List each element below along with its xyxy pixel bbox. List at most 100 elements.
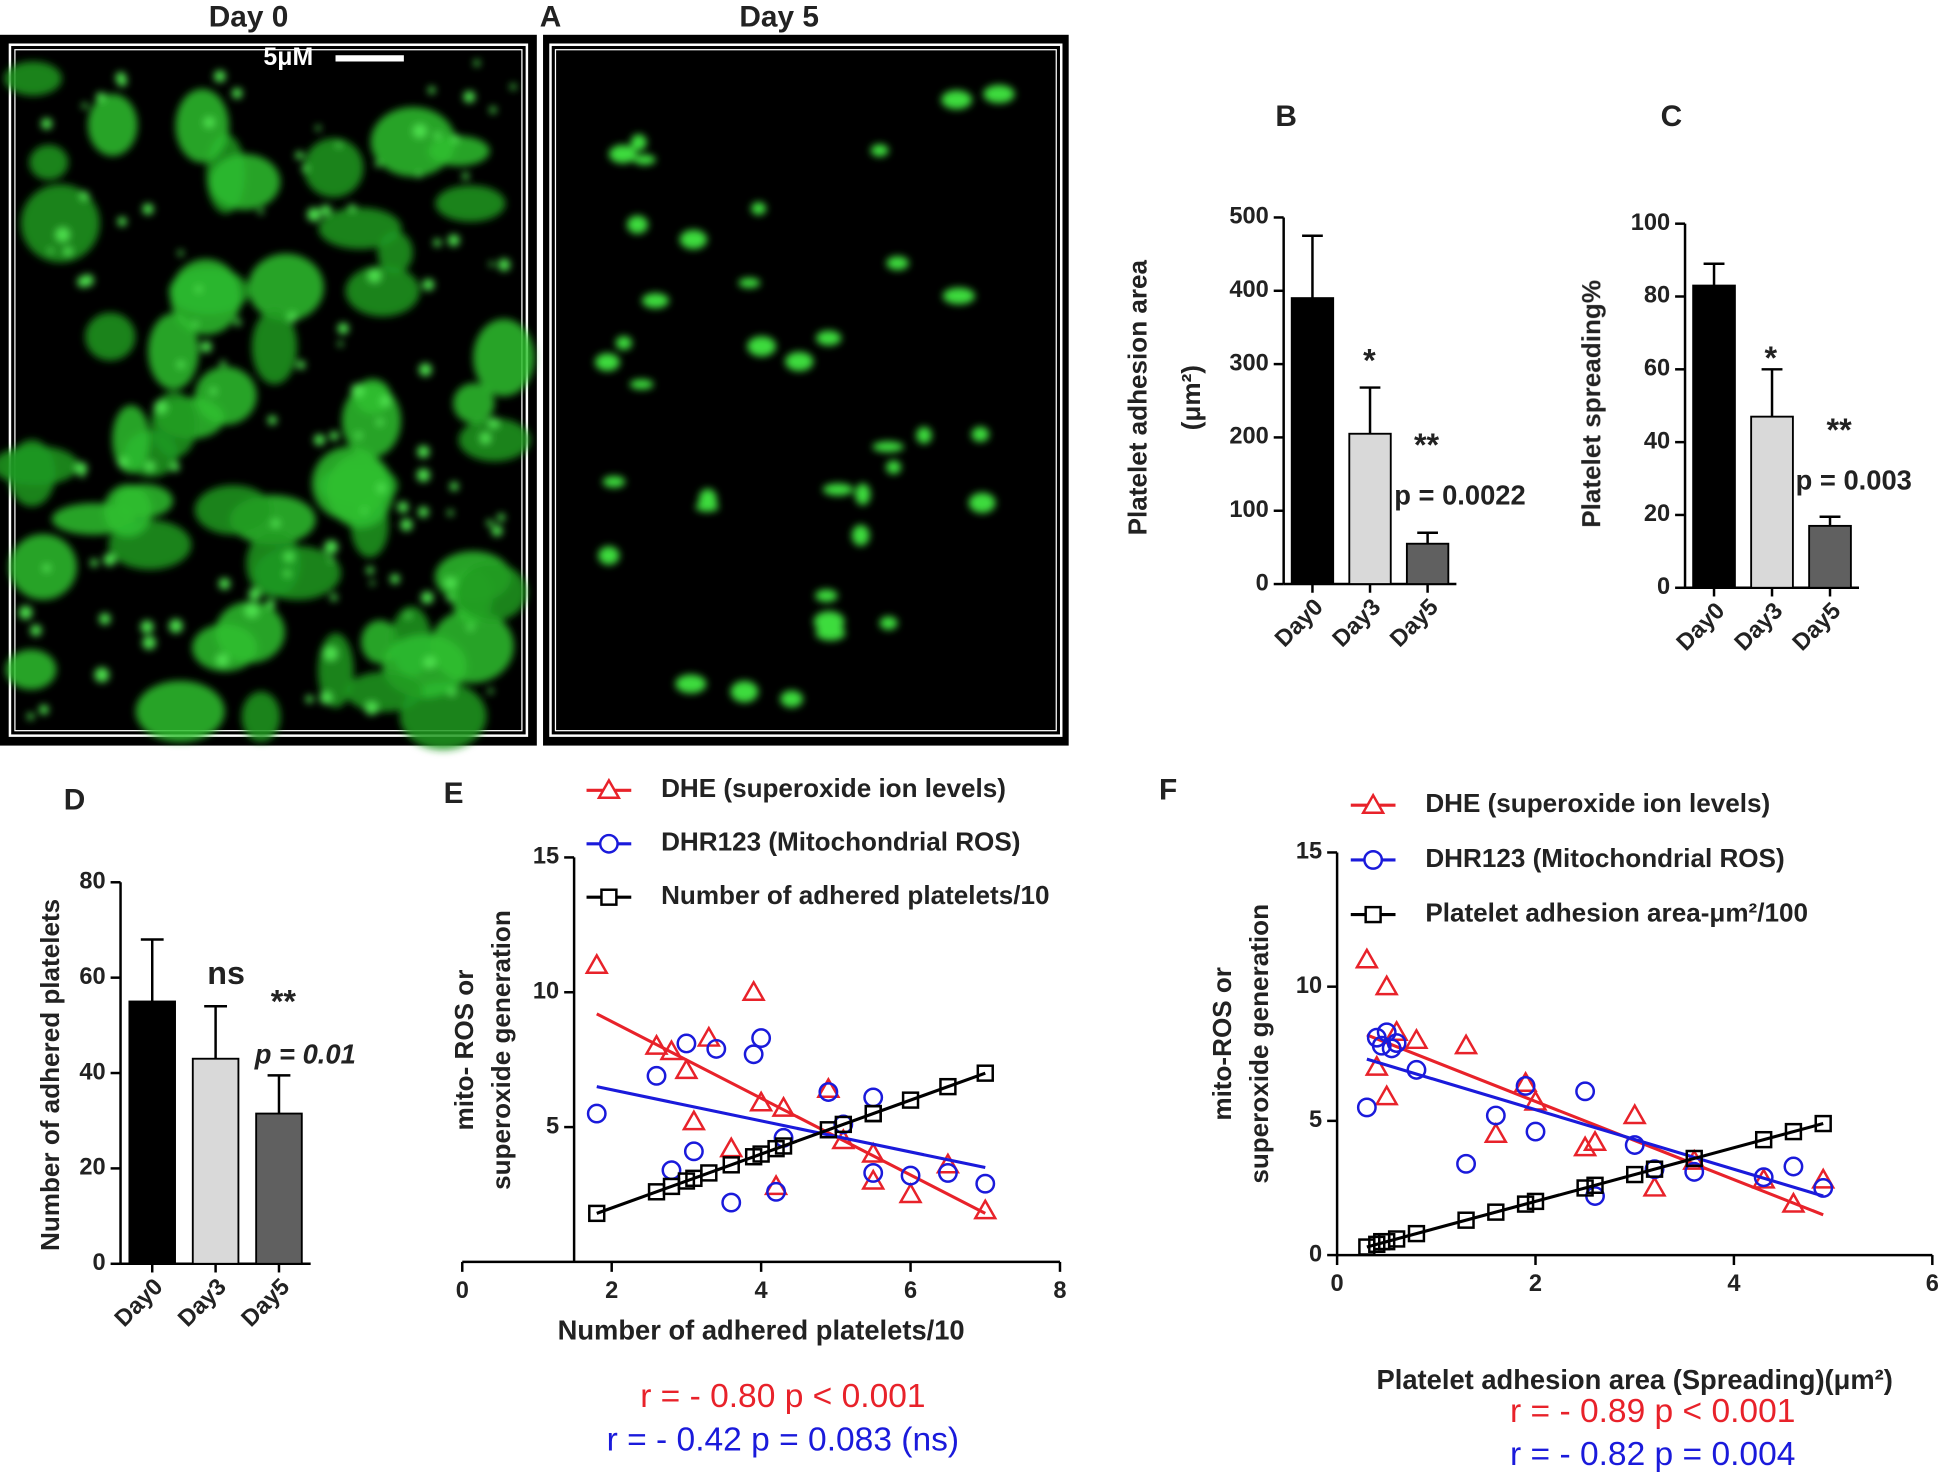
speck (117, 456, 129, 468)
y-tick-label: 80 (1644, 283, 1670, 309)
point (1684, 1161, 1705, 1182)
speck (142, 203, 154, 215)
y-tick-label: 100 (1229, 497, 1268, 523)
platelet (730, 680, 759, 703)
y-tick-label: 300 (1229, 350, 1268, 376)
point (1457, 1211, 1475, 1229)
speck (63, 246, 73, 256)
point (659, 1039, 684, 1061)
statistics: r = - 0.89 p < 0.001 (1510, 1393, 1795, 1430)
speck (337, 322, 349, 335)
speck (479, 432, 491, 444)
speck (497, 513, 506, 522)
trend-line (596, 1085, 986, 1170)
point (1525, 1121, 1546, 1142)
cell (209, 154, 281, 210)
point (1386, 1033, 1407, 1053)
legend-marker (1363, 849, 1384, 870)
bar (191, 1057, 240, 1265)
point (774, 1137, 793, 1155)
legend-label: Number of adhered platelets/10 (661, 880, 1049, 910)
speck (176, 360, 185, 369)
point (973, 1198, 998, 1220)
point (898, 1182, 923, 1204)
bar (128, 1000, 176, 1265)
point (1642, 1175, 1667, 1197)
platelet (916, 426, 932, 444)
speck (140, 620, 154, 634)
y-axis-label: Platelet spreading% (1576, 280, 1606, 528)
legend-label: DHE (superoxide ion levels) (1425, 788, 1770, 818)
speck (307, 207, 321, 222)
speck (375, 160, 382, 168)
platelet (886, 460, 902, 474)
cell (453, 383, 495, 424)
cell (170, 259, 242, 335)
speck (487, 688, 494, 694)
speck (467, 623, 474, 631)
speck (328, 557, 334, 563)
micrograph (0, 59, 1015, 750)
speck (350, 383, 365, 398)
speck (192, 321, 199, 328)
y-axis-label: Number of adhered platelets (35, 899, 65, 1251)
speck (379, 395, 392, 407)
platelet (595, 353, 620, 372)
cell (20, 184, 100, 263)
x-tick-label: 0 (456, 1278, 469, 1304)
speck (489, 106, 497, 114)
image-border (554, 49, 1057, 732)
speck (320, 204, 332, 216)
speck (417, 506, 429, 518)
speck (497, 258, 511, 272)
point (771, 1095, 796, 1117)
y-tick-label: 5 (546, 1113, 559, 1139)
platelet (971, 426, 990, 442)
trend-line (1366, 1057, 1824, 1198)
legend-label: Platelet adhesion area-μm²/100 (1425, 897, 1808, 927)
point (1404, 1027, 1429, 1050)
platelet (615, 336, 632, 350)
statistics: r = - 0.80 p < 0.001 (640, 1378, 925, 1415)
point (1624, 1135, 1645, 1155)
point (937, 1162, 958, 1183)
point (586, 1103, 607, 1124)
legend-marker (600, 888, 618, 906)
platelet (870, 144, 889, 157)
point (646, 1065, 667, 1086)
speck (103, 553, 116, 566)
point (1811, 1167, 1836, 1189)
cell (87, 94, 138, 156)
speck (231, 87, 243, 99)
point (661, 1160, 682, 1181)
cell (175, 88, 230, 163)
cell (4, 61, 62, 96)
speck (447, 509, 454, 516)
platelet (785, 351, 814, 372)
x-tick-label: Day0 (1270, 594, 1328, 652)
speck (473, 59, 481, 67)
cell (303, 138, 364, 198)
point (900, 1165, 921, 1186)
speck (203, 116, 215, 128)
platelet (816, 330, 842, 346)
y-tick-label: 20 (1644, 501, 1670, 527)
cell (370, 107, 456, 177)
annotation: ** (271, 984, 297, 1020)
speck (144, 461, 156, 472)
cell (435, 185, 506, 222)
speck (336, 141, 342, 148)
speck (510, 83, 517, 90)
speck (213, 70, 226, 83)
point (722, 1156, 740, 1174)
point (935, 1152, 960, 1174)
cell (247, 253, 324, 322)
point (1783, 1156, 1804, 1177)
y-axis-label: superoxide generation (1244, 904, 1274, 1184)
speck (376, 418, 384, 426)
speck (315, 125, 321, 131)
speck (95, 92, 106, 102)
y-tick-label: 10 (1296, 973, 1322, 999)
point (700, 1164, 718, 1182)
speck (323, 646, 338, 661)
